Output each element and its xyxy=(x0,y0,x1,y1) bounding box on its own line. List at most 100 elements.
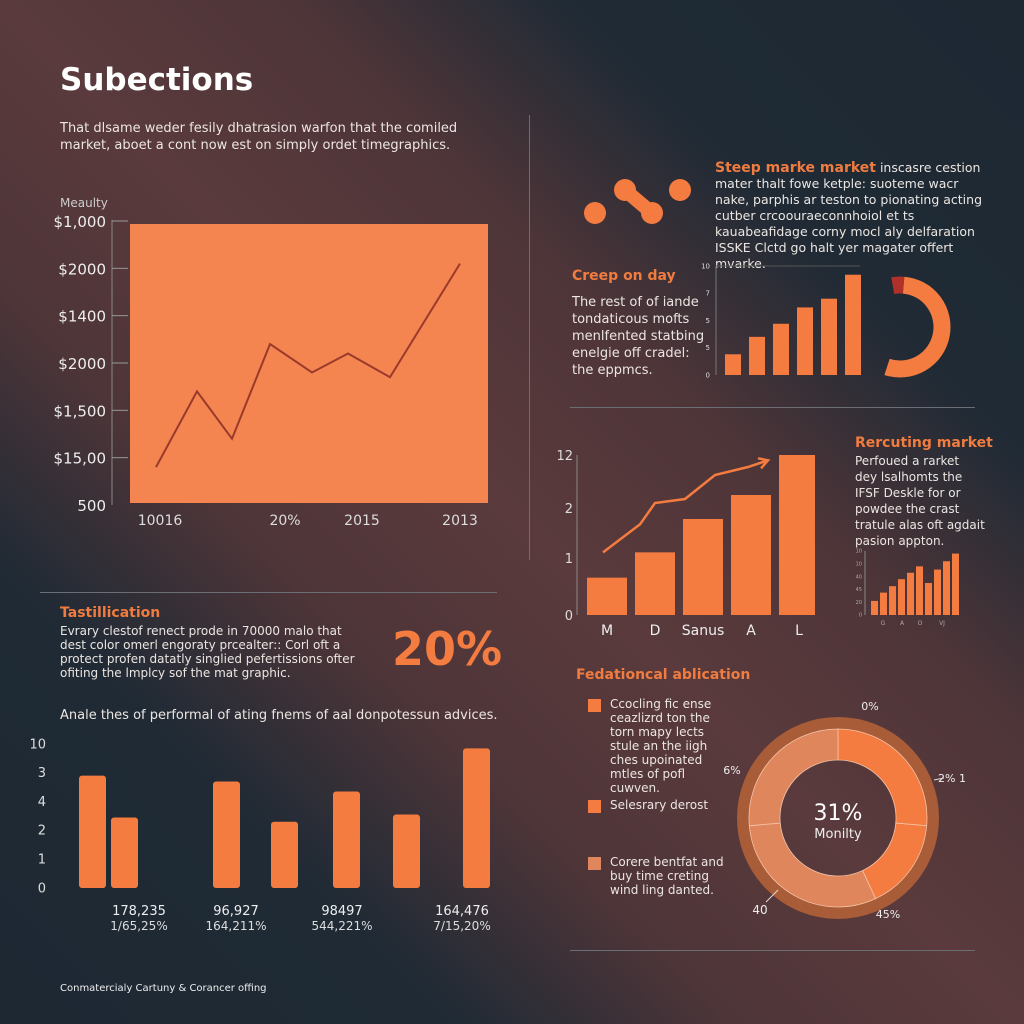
data-label-percent: 544,221% xyxy=(311,919,372,933)
legend-swatch xyxy=(588,699,601,712)
x-tick-label: A xyxy=(746,623,756,639)
data-label-percent: 7/15,20% xyxy=(433,919,490,933)
legend-text: Selesrary derost xyxy=(610,798,709,812)
intro-text: That dlsame weder fesily dhatrasion warf… xyxy=(60,121,458,153)
bar xyxy=(916,566,923,615)
arrow-head-icon xyxy=(757,457,771,470)
slice-label: 2% 1 xyxy=(938,772,966,785)
steep-heading: Steep marke market xyxy=(715,160,876,176)
bar xyxy=(463,748,490,888)
slice-label: 6% xyxy=(723,764,740,777)
y-tick-label: 10 xyxy=(29,737,46,752)
y-tick-label: 20 xyxy=(856,600,862,606)
y-tick-label: $2000 xyxy=(58,260,106,278)
data-label-value: 178,235 xyxy=(112,904,166,919)
y-tick-label: 10 xyxy=(856,549,862,555)
bar xyxy=(898,579,905,615)
steep-block: Steep marke market inscasre cestion mate… xyxy=(715,160,985,272)
x-tick-label: 20% xyxy=(269,513,300,529)
data-label-percent: 164,211% xyxy=(205,919,266,933)
y-tick-label: 1 xyxy=(38,853,46,868)
bar xyxy=(821,298,837,375)
y-tick-label: $1400 xyxy=(58,308,106,326)
slice-label: 45% xyxy=(876,908,900,921)
bar xyxy=(635,552,675,615)
y-tick-label: 0 xyxy=(565,609,573,624)
y-tick-label: 10 xyxy=(701,262,710,270)
y-tick-label: 10 xyxy=(856,561,862,567)
y-tick-label: 500 xyxy=(77,497,106,515)
y-tick-label: 0 xyxy=(38,881,46,896)
y-tick-label: 1 xyxy=(565,552,573,567)
bar xyxy=(845,274,861,375)
bottom-bar-chart: 1034210178,2351/65,25%96,927164,211%9849… xyxy=(29,737,490,933)
bar xyxy=(333,791,360,888)
donut-chart: 31%Monilty 0% 2% 1 45% 6% 40 xyxy=(723,700,966,921)
donut-outer-ring xyxy=(737,717,939,919)
donut-slice xyxy=(748,728,839,827)
bar xyxy=(683,519,723,615)
y-tick-label: $1,000 xyxy=(54,213,107,231)
x-tick-label: G xyxy=(881,620,886,627)
x-tick-label: 10016 xyxy=(138,513,183,529)
bar xyxy=(271,821,298,888)
bar xyxy=(731,495,771,615)
legend-text: Corere bentfat and buy time creting wind… xyxy=(610,855,724,897)
bar xyxy=(871,600,878,615)
bar xyxy=(952,553,959,615)
bar xyxy=(111,817,138,888)
divider xyxy=(570,950,975,951)
mini-bar-chart: 10 10 40 45 20 0 G A O VJ xyxy=(856,549,959,627)
legend-swatch xyxy=(588,800,601,813)
y-tick-label: 0 xyxy=(706,371,710,379)
y-tick-label: $15,00 xyxy=(54,450,107,468)
creep-heading: Creep on day xyxy=(572,268,676,284)
x-tick-label: Sanus xyxy=(682,623,725,639)
y-tick-label: $1,500 xyxy=(54,402,107,420)
x-tick-label: L xyxy=(795,623,803,639)
bar xyxy=(587,577,627,615)
y-tick-label: 3 xyxy=(38,766,46,781)
line-series xyxy=(155,263,461,468)
y-tick-label: 4 xyxy=(38,795,46,810)
divider xyxy=(570,407,975,408)
bar xyxy=(907,572,914,615)
x-tick-label: 2015 xyxy=(344,513,380,529)
y-tick-label: 2 xyxy=(38,824,46,839)
data-label-percent: 1/65,25% xyxy=(110,919,167,933)
data-label-value: 164,476 xyxy=(435,904,489,919)
gauge-arc xyxy=(884,276,951,378)
bar xyxy=(773,323,789,375)
y-tick-label: 7 xyxy=(706,290,710,298)
line-chart-ylabel: Meaulty xyxy=(60,196,108,210)
creep-text: The rest of of iande tondaticous mofts m… xyxy=(572,295,705,378)
donut-center-label: Monilty xyxy=(814,827,862,842)
y-tick-label: 12 xyxy=(556,449,573,464)
bar xyxy=(79,775,106,888)
y-tick-label: 2 xyxy=(565,502,573,517)
data-label-value: 96,927 xyxy=(213,904,259,919)
y-tick-label: 45 xyxy=(856,587,862,593)
bar xyxy=(943,561,950,615)
bar xyxy=(880,592,887,615)
x-tick-label: 2013 xyxy=(442,513,478,529)
footer-text: Conmatercialy Cartuny & Corancer offing xyxy=(60,983,267,994)
bar xyxy=(797,307,813,375)
tastillication-heading: Tastillication xyxy=(60,605,161,621)
x-tick-label: A xyxy=(900,620,905,627)
bar-chart-caption: Anale thes of performal of ating fnems o… xyxy=(60,708,498,723)
y-tick-label: 5 xyxy=(706,317,710,325)
y-tick-label: 0 xyxy=(859,613,862,619)
fed-heading: Fedationcal ablication xyxy=(576,667,751,683)
divider xyxy=(40,592,497,593)
steep-text: inscasre cestion mater thalt fowe ketple… xyxy=(715,160,983,271)
half-gauge-chart xyxy=(884,276,951,378)
connection-nodes-icon xyxy=(584,179,691,224)
data-label-value: 98497 xyxy=(321,904,362,919)
bar xyxy=(725,354,741,375)
bar xyxy=(934,569,941,615)
trend-line xyxy=(602,459,769,554)
bar-line-chart: 12 2 1 0 M D Sanus A L xyxy=(556,449,815,639)
leader-line xyxy=(933,777,945,781)
small-bar-chart: 10 7 5 5 0 xyxy=(701,262,861,379)
